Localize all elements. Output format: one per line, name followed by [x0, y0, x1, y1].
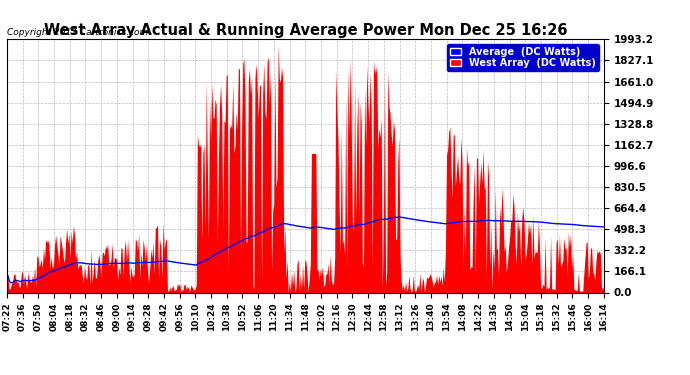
Text: Copyright 2017 Cartronics.com: Copyright 2017 Cartronics.com	[7, 28, 148, 37]
Legend: Average  (DC Watts), West Array  (DC Watts): Average (DC Watts), West Array (DC Watts…	[446, 44, 599, 71]
Title: West Array Actual & Running Average Power Mon Dec 25 16:26: West Array Actual & Running Average Powe…	[43, 23, 567, 38]
